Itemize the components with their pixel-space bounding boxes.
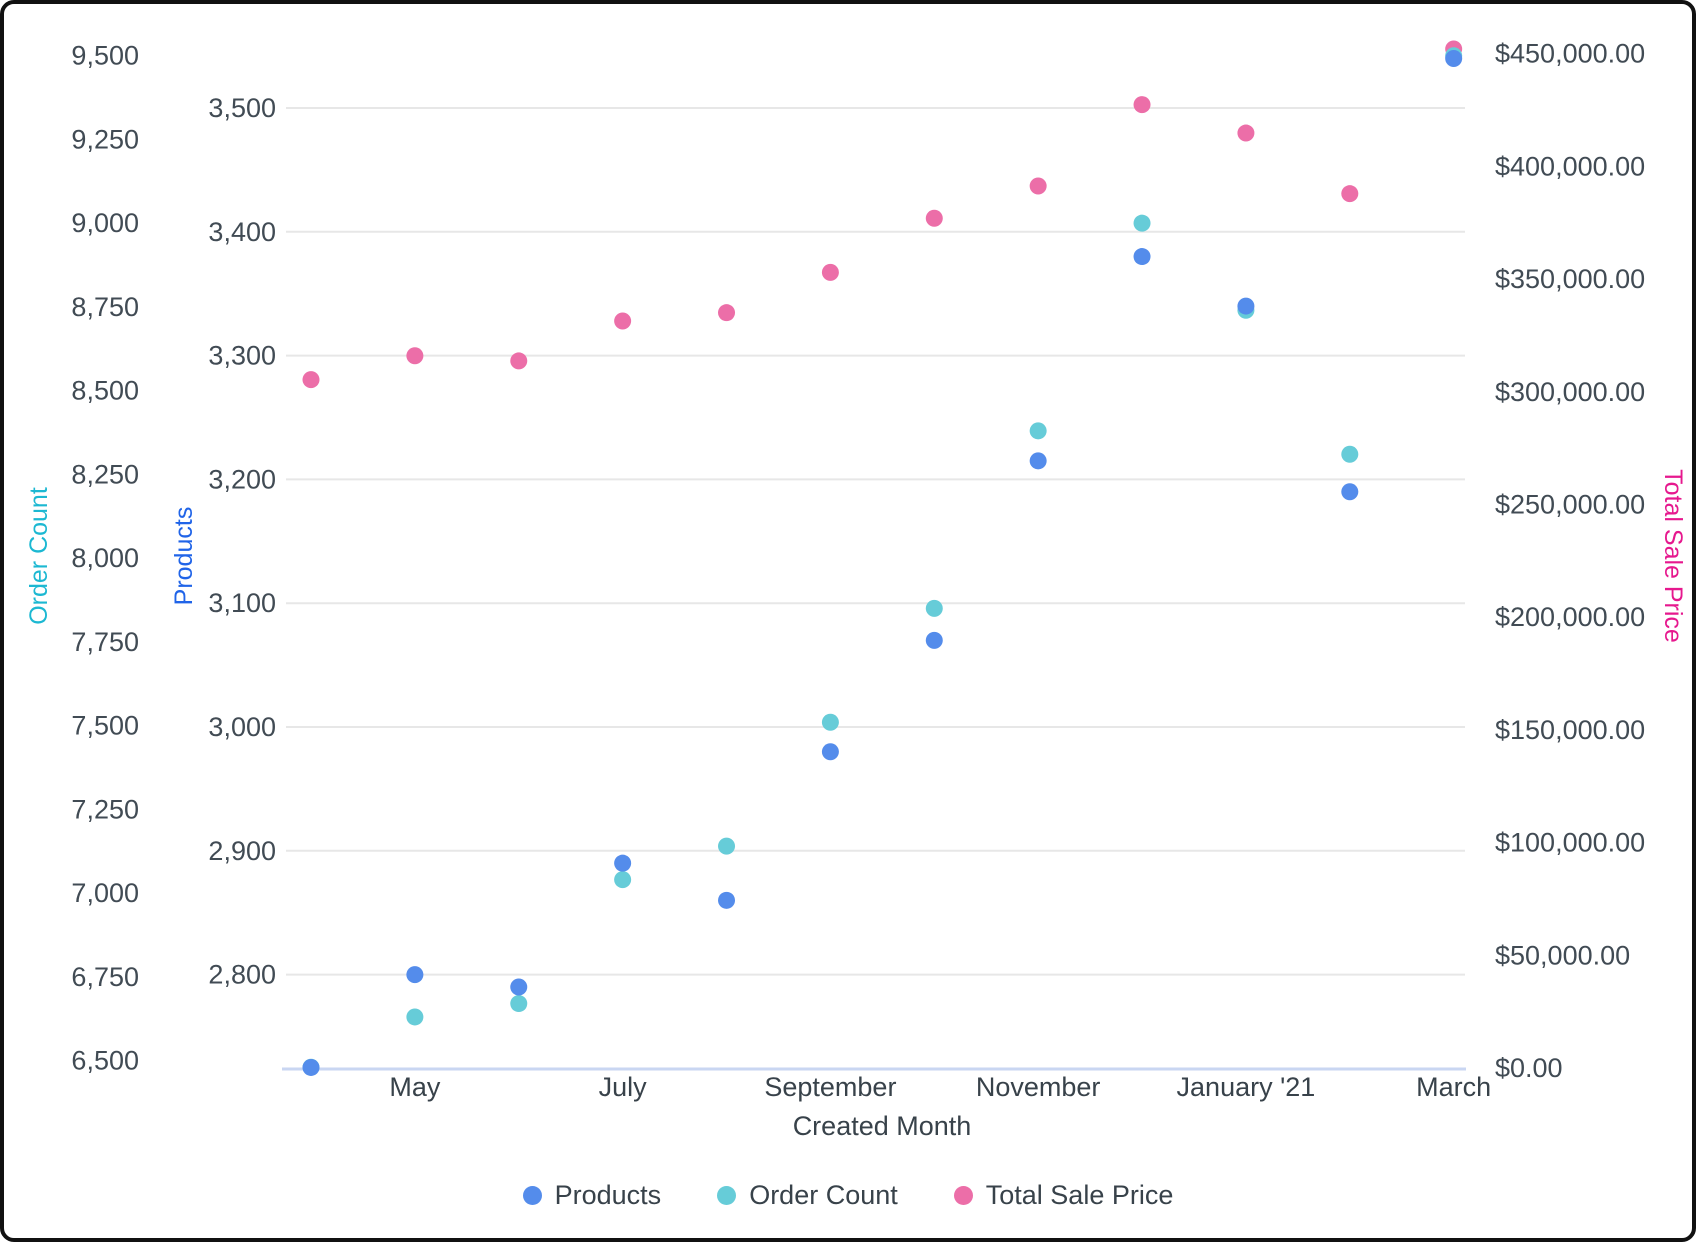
data-point-products-February[interactable] <box>1341 483 1359 501</box>
total-sale-price-tick-label: $0.00 <box>1495 1053 1563 1083</box>
products-axis-title: Products <box>170 507 198 606</box>
order-count-tick-label: 8,250 <box>71 459 139 489</box>
data-point-products-September[interactable] <box>821 743 839 761</box>
data-point-total-sale-price-May[interactable] <box>406 347 424 365</box>
order-count-tick-label: 8,750 <box>71 292 139 322</box>
data-point-products-January21[interactable] <box>1237 297 1255 315</box>
data-point-total-sale-price-December[interactable] <box>1133 96 1151 114</box>
products-tick-label: 3,200 <box>208 464 276 494</box>
products-tick-label: 3,300 <box>208 341 276 371</box>
data-point-order-count-September[interactable] <box>821 713 839 731</box>
data-point-products-March[interactable] <box>1445 49 1463 67</box>
data-point-products-December[interactable] <box>1133 248 1151 266</box>
order-count-tick-label: 7,750 <box>71 627 139 657</box>
total-sale-price-tick-label: $150,000.00 <box>1495 715 1645 745</box>
data-point-total-sale-price-November[interactable] <box>1029 177 1047 195</box>
data-point-total-sale-price-February[interactable] <box>1341 185 1359 203</box>
products-tick-label: 2,900 <box>208 836 276 866</box>
data-point-order-count-October[interactable] <box>925 599 943 617</box>
order-count-tick-label: 9,250 <box>71 124 139 154</box>
order-count-tick-label: 9,000 <box>71 208 139 238</box>
data-point-products-October[interactable] <box>925 631 943 649</box>
data-point-order-count-February[interactable] <box>1341 445 1359 463</box>
data-point-products-August[interactable] <box>718 891 736 909</box>
x-tick-label: May <box>389 1072 441 1102</box>
order-count-axis-title: Order Count <box>25 487 53 625</box>
data-point-products-April[interactable] <box>302 1058 320 1076</box>
order-count-tick-label: 9,500 <box>71 41 139 71</box>
order-count-tick-label: 7,000 <box>71 878 139 908</box>
order-count-tick-label: 6,500 <box>71 1046 139 1076</box>
data-point-total-sale-price-October[interactable] <box>925 209 943 227</box>
legend-item-order-count[interactable]: Order Count <box>717 1182 898 1209</box>
chart-legend: Products Order Count Total Sale Price <box>4 1182 1692 1209</box>
total-sale-price-tick-label: $400,000.00 <box>1495 151 1645 181</box>
data-point-order-count-November[interactable] <box>1029 422 1047 440</box>
legend-label-order-count: Order Count <box>749 1180 898 1210</box>
order-count-tick-label: 8,000 <box>71 543 139 573</box>
order-count-tick-label: 8,500 <box>71 376 139 406</box>
order-count-tick-label: 7,500 <box>71 711 139 741</box>
products-tick-label: 2,800 <box>208 960 276 990</box>
scatter-chart: 6,500 6,750 7,000 7,250 7,500 7,750 8,000 8,250… <box>25 39 1687 1141</box>
data-point-total-sale-price-July[interactable] <box>614 312 632 330</box>
total-sale-price-axis-title: Total Sale Price <box>1659 469 1687 643</box>
data-point-order-count-December[interactable] <box>1133 214 1151 232</box>
data-point-total-sale-price-August[interactable] <box>718 304 736 322</box>
data-point-order-count-June[interactable] <box>510 995 528 1013</box>
order-count-tick-label: 6,750 <box>71 962 139 992</box>
legend-dot-products <box>522 1186 542 1205</box>
products-tick-label: 3,000 <box>208 712 276 742</box>
total-sale-price-tick-label: $100,000.00 <box>1495 828 1645 858</box>
legend-dot-order-count <box>717 1186 737 1205</box>
x-tick-label: November <box>976 1072 1101 1102</box>
x-tick-label: January '21 <box>1177 1072 1316 1102</box>
total-sale-price-tick-label: $250,000.00 <box>1495 490 1645 520</box>
products-tick-label: 3,400 <box>208 217 276 247</box>
order-count-tick-label: 7,250 <box>71 794 139 824</box>
total-sale-price-tick-label: $300,000.00 <box>1495 377 1645 407</box>
products-tick-label: 3,500 <box>208 93 276 123</box>
legend-item-total-sale-price[interactable]: Total Sale Price <box>953 1180 1174 1210</box>
data-point-total-sale-price-June[interactable] <box>510 352 528 370</box>
data-point-total-sale-price-September[interactable] <box>821 263 839 281</box>
total-sale-price-tick-label: $450,000.00 <box>1495 39 1645 69</box>
total-sale-price-tick-label: $50,000.00 <box>1495 940 1630 970</box>
legend-item-products[interactable]: Products <box>522 1180 662 1210</box>
total-sale-price-tick-label: $200,000.00 <box>1495 602 1645 632</box>
data-point-total-sale-price-April[interactable] <box>302 371 320 389</box>
products-tick-label: 3,100 <box>208 588 276 618</box>
data-point-products-June[interactable] <box>510 978 528 996</box>
data-point-order-count-May[interactable] <box>406 1008 424 1026</box>
x-tick-label: September <box>764 1072 896 1102</box>
data-point-total-sale-price-January21[interactable] <box>1237 124 1255 142</box>
total-sale-price-tick-label: $350,000.00 <box>1495 264 1645 294</box>
data-point-products-May[interactable] <box>406 966 424 984</box>
x-tick-label: July <box>599 1072 648 1102</box>
data-point-order-count-August[interactable] <box>718 837 736 855</box>
legend-label-products: Products <box>554 1180 662 1210</box>
data-point-products-November[interactable] <box>1029 452 1047 470</box>
x-tick-label: March <box>1416 1072 1491 1102</box>
x-axis-title: Created Month <box>793 1111 972 1141</box>
data-point-products-July[interactable] <box>614 854 632 872</box>
legend-label-total-sale-price: Total Sale Price <box>985 1180 1174 1210</box>
data-point-order-count-July[interactable] <box>614 871 632 889</box>
legend-dot-total-sale-price <box>953 1186 973 1205</box>
